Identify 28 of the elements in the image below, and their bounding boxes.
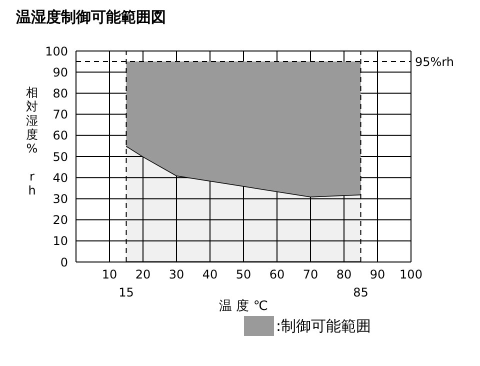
x-tick-label: 10 — [102, 268, 118, 282]
x-tick-label: 50 — [236, 268, 252, 282]
y-axis-title: 相対湿度% rh — [26, 86, 38, 198]
ref-line-label: 15 — [118, 286, 134, 300]
x-tick-label: 20 — [135, 268, 151, 282]
x-tick-label: 100 — [400, 268, 422, 282]
y-tick-label: 100 — [45, 44, 68, 58]
legend-label: :制御可能範囲 — [276, 316, 371, 336]
y-tick-label: 50 — [52, 150, 68, 164]
ref-line-label: 85 — [353, 286, 368, 300]
y-tick-label: 40 — [52, 170, 68, 185]
y-tick-label: 30 — [52, 192, 68, 206]
y-tick-label: 0 — [60, 255, 68, 270]
x-tick-label: 90 — [370, 268, 386, 282]
x-tick-label: 60 — [269, 268, 285, 282]
ref-line-label: 95%rh — [415, 54, 454, 69]
x-tick-label: 80 — [336, 268, 352, 282]
x-tick-label: 40 — [202, 268, 218, 282]
y-tick-label: 60 — [52, 128, 68, 143]
x-tick-label: 70 — [302, 268, 318, 282]
y-tick-label: 20 — [52, 213, 68, 228]
y-tick-label: 80 — [52, 86, 68, 100]
y-tick-label: 90 — [52, 65, 68, 80]
x-tick-label: 30 — [168, 268, 184, 282]
chart-title: 温湿度制御可能範囲図 — [16, 8, 167, 27]
x-axis-title: 温 度 ℃ — [219, 298, 268, 314]
y-tick-label: 10 — [52, 234, 68, 248]
y-tick-label: 70 — [52, 108, 68, 122]
